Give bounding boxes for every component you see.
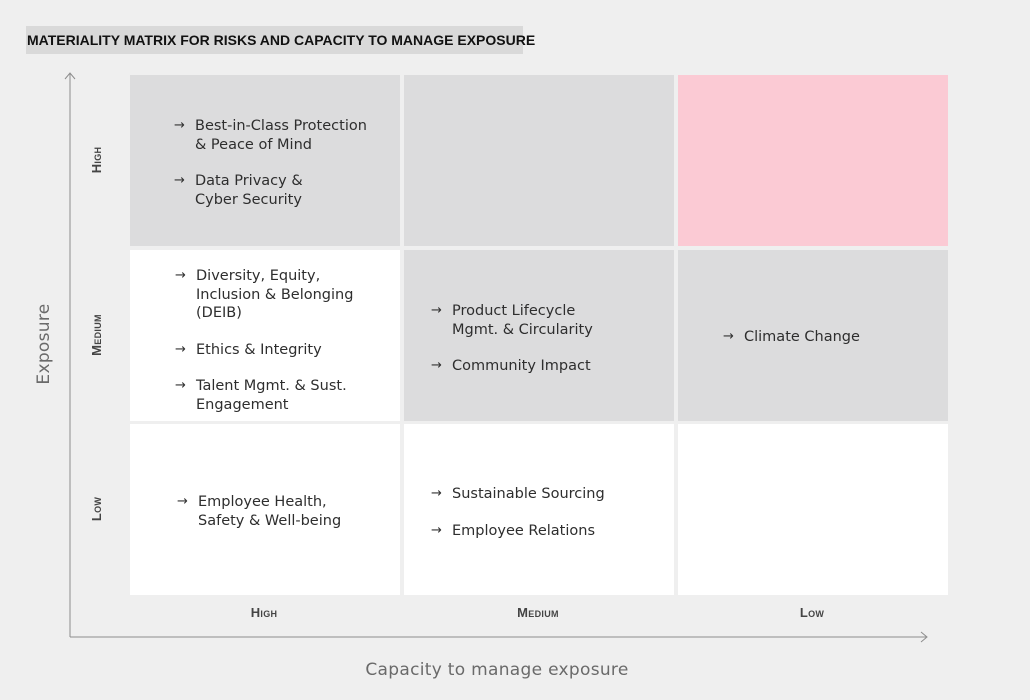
- risk-item-label: Product Lifecycle Mgmt. & Circularity: [452, 303, 593, 338]
- risk-item: → Diversity, Equity, Inclusion & Belongin…: [175, 267, 353, 323]
- risk-list: → Diversity, Equity, Inclusion & Belongin…: [175, 267, 353, 414]
- cell-medium-exposure-low-capacity: → Climate Change: [678, 250, 948, 421]
- risk-item-label: Diversity, Equity, Inclusion & Belonging…: [196, 268, 354, 321]
- arrow-right-icon: →: [723, 329, 734, 344]
- arrow-right-icon: →: [175, 378, 186, 393]
- y-axis-arrowhead: [64, 72, 76, 80]
- x-level-high: High: [250, 605, 278, 620]
- cell-medium-exposure-high-capacity: → Diversity, Equity, Inclusion & Belongin…: [130, 250, 400, 421]
- risk-item-label: Talent Mgmt. & Sust. Engagement: [196, 378, 347, 413]
- arrow-right-icon: →: [431, 522, 442, 538]
- arrow-right-icon: →: [174, 173, 185, 188]
- cell-low-exposure-low-capacity: [678, 424, 948, 595]
- risk-item-label: Sustainable Sourcing: [452, 486, 605, 502]
- chart-title: MATERIALITY MATRIX FOR RISKS AND CAPACIT…: [26, 26, 535, 54]
- risk-item: → Talent Mgmt. & Sust. Engagement: [175, 377, 353, 414]
- x-axis-arrowhead: [920, 631, 928, 643]
- arrow-right-icon: →: [174, 118, 185, 133]
- cell-high-exposure-low-capacity: [678, 75, 948, 246]
- risk-item-label: Climate Change: [744, 329, 860, 345]
- risk-list: → Best-in-Class Protection & Peace of Min…: [174, 117, 367, 209]
- risk-item: → Sustainable Sourcing: [431, 485, 605, 504]
- cell-medium-exposure-medium-capacity: → Product Lifecycle Mgmt. & Circularity → C…: [404, 250, 674, 421]
- risk-item: → Community Impact: [431, 357, 593, 376]
- risk-item: → Employee Health, Safety & Well-being: [177, 493, 341, 530]
- cell-low-exposure-medium-capacity: → Sustainable Sourcing → Employee Relations: [404, 424, 674, 595]
- arrow-right-icon: →: [177, 494, 188, 509]
- risk-list: → Product Lifecycle Mgmt. & Circularity → C…: [431, 302, 593, 376]
- risk-list: → Climate Change: [723, 328, 860, 347]
- risk-item-label: Data Privacy & Cyber Security: [195, 173, 303, 208]
- risk-item-label: Ethics & Integrity: [196, 341, 322, 358]
- risk-item: → Data Privacy & Cyber Security: [174, 172, 367, 209]
- x-level-low: Low: [799, 605, 825, 620]
- risk-item: → Climate Change: [723, 328, 860, 347]
- risk-item-label: Community Impact: [452, 358, 591, 374]
- cell-high-exposure-high-capacity: → Best-in-Class Protection & Peace of Min…: [130, 75, 400, 246]
- cell-low-exposure-high-capacity: → Employee Health, Safety & Well-being: [130, 424, 400, 595]
- y-level-high: High: [89, 146, 104, 174]
- x-level-medium: Medium: [517, 605, 559, 620]
- risk-list: → Employee Health, Safety & Well-being: [177, 493, 341, 530]
- risk-list: → Sustainable Sourcing → Employee Relations: [431, 485, 605, 540]
- risk-item: → Best-in-Class Protection & Peace of Min…: [174, 117, 367, 154]
- y-axis-title: Exposure: [34, 303, 54, 385]
- risk-item-label: Employee Health, Safety & Well-being: [198, 494, 342, 529]
- arrow-right-icon: →: [175, 268, 186, 283]
- arrow-right-icon: →: [431, 486, 442, 501]
- arrow-right-icon: →: [175, 341, 186, 357]
- risk-item: → Ethics & Integrity: [175, 341, 353, 360]
- risk-item-label: Best-in-Class Protection & Peace of Mind: [195, 118, 367, 153]
- risk-item: → Product Lifecycle Mgmt. & Circularity: [431, 302, 593, 339]
- y-level-medium: Medium: [89, 314, 104, 356]
- y-level-low: Low: [89, 496, 104, 522]
- cell-high-exposure-medium-capacity: [404, 75, 674, 246]
- arrow-right-icon: →: [431, 303, 442, 318]
- risk-item-label: Employee Relations: [452, 522, 596, 539]
- risk-item: → Employee Relations: [431, 522, 605, 541]
- arrow-right-icon: →: [431, 358, 442, 373]
- x-axis-title: Capacity to manage exposure: [365, 660, 629, 680]
